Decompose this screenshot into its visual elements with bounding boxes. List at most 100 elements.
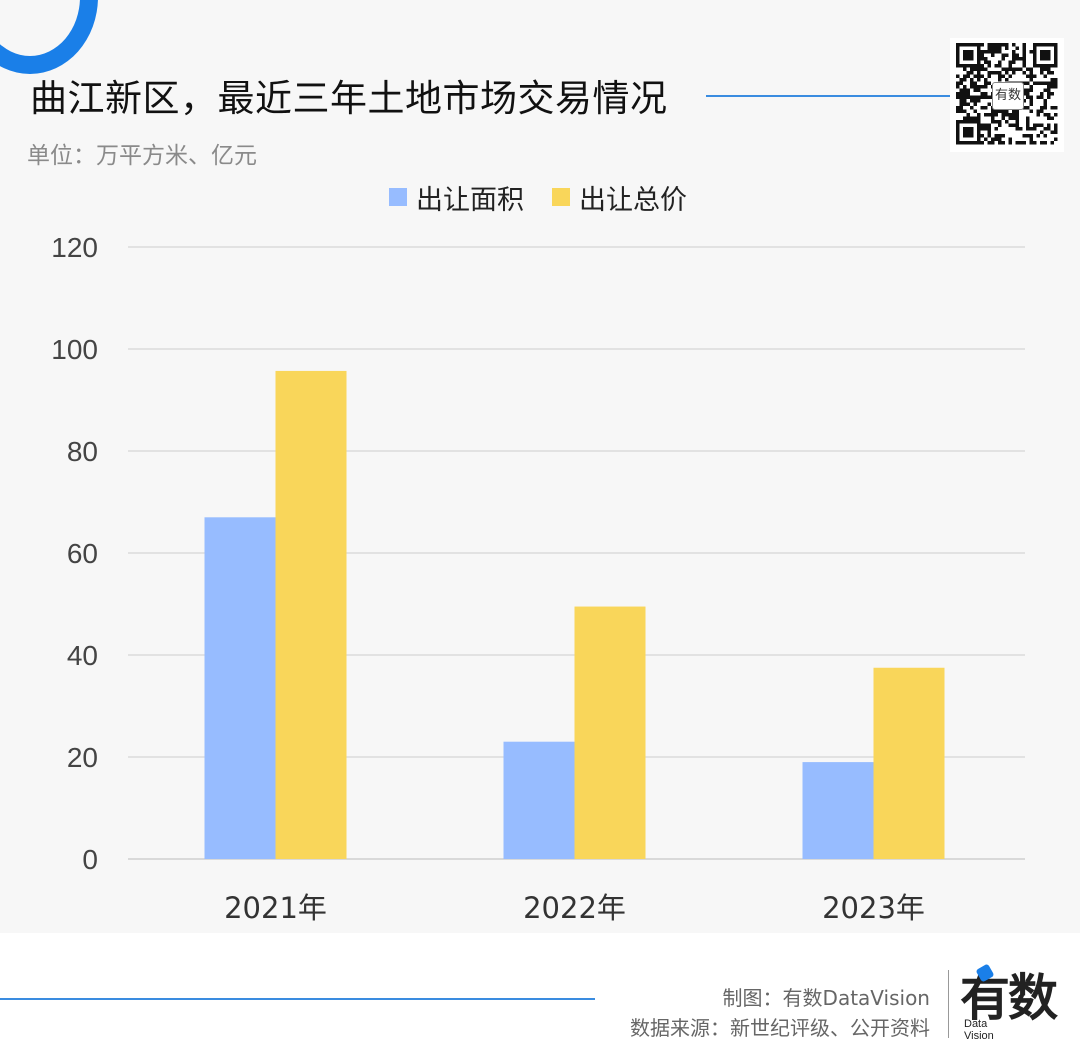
qr-module xyxy=(977,50,981,54)
qr-module xyxy=(991,46,995,50)
qr-module xyxy=(1001,57,1005,61)
qr-module xyxy=(987,60,991,64)
qr-module xyxy=(973,102,977,106)
qr-module xyxy=(1015,53,1019,57)
qr-module xyxy=(963,116,967,120)
qr-module xyxy=(1029,50,1033,54)
qr-module xyxy=(1054,137,1058,141)
qr-module xyxy=(1015,120,1019,124)
y-tick-label: 80 xyxy=(67,436,98,467)
qr-module xyxy=(959,43,963,47)
qr-module xyxy=(1026,120,1030,124)
qr-module xyxy=(977,137,981,141)
qr-module xyxy=(977,95,981,99)
qr-module xyxy=(956,60,960,64)
qr-module xyxy=(956,120,960,124)
bar-price xyxy=(873,667,945,859)
qr-module xyxy=(963,57,967,61)
qr-module xyxy=(1008,141,1012,145)
qr-module xyxy=(956,64,960,68)
qr-module xyxy=(966,50,970,54)
qr-module xyxy=(1043,88,1047,92)
bar-area xyxy=(503,741,575,859)
qr-module xyxy=(987,113,991,117)
qr-module xyxy=(977,43,981,47)
qr-module xyxy=(1047,43,1051,47)
qr-module xyxy=(998,46,1002,50)
qr-module xyxy=(970,53,974,57)
qr-module xyxy=(1005,53,1009,57)
qr-module xyxy=(980,85,984,89)
qr-module xyxy=(1040,53,1044,57)
qr-module xyxy=(1019,57,1023,61)
qr-module xyxy=(1047,127,1051,131)
qr-module xyxy=(1026,123,1030,127)
qr-module xyxy=(973,88,977,92)
qr-module xyxy=(1001,141,1005,145)
qr-module xyxy=(980,95,984,99)
qr-module xyxy=(980,127,984,131)
qr-module xyxy=(1005,46,1009,50)
qr-module xyxy=(984,95,988,99)
qr-module xyxy=(970,127,974,131)
qr-module xyxy=(973,85,977,89)
qr-module xyxy=(998,141,1002,145)
qr-module xyxy=(1040,57,1044,61)
qr-module xyxy=(1008,67,1012,71)
qr-module xyxy=(980,50,984,54)
qr-module xyxy=(970,85,974,89)
qr-module xyxy=(980,92,984,96)
qr-module xyxy=(1054,81,1058,85)
qr-module xyxy=(1033,74,1037,78)
qr-module xyxy=(973,120,977,124)
qr-module xyxy=(963,127,967,131)
logo-sub-vision: Vision xyxy=(964,1030,994,1042)
qr-module xyxy=(977,88,981,92)
qr-module xyxy=(1029,102,1033,106)
qr-module xyxy=(977,74,981,78)
qr-module xyxy=(973,43,977,47)
qr-module xyxy=(987,81,991,85)
qr-module xyxy=(1050,106,1054,110)
qr-module xyxy=(1043,64,1047,68)
qr-module xyxy=(1047,85,1051,89)
qr-module xyxy=(1050,130,1054,134)
qr-code[interactable]: 有数 xyxy=(950,38,1064,152)
qr-module xyxy=(1054,46,1058,50)
qr-module xyxy=(1012,109,1016,113)
qr-module xyxy=(956,74,960,78)
qr-module xyxy=(1001,113,1005,117)
qr-module xyxy=(980,74,984,78)
qr-module xyxy=(1012,53,1016,57)
qr-module xyxy=(973,141,977,145)
qr-module xyxy=(966,71,970,75)
qr-module xyxy=(1001,67,1005,71)
qr-module xyxy=(1050,78,1054,82)
y-tick-label: 100 xyxy=(51,334,98,365)
qr-module xyxy=(980,53,984,57)
qr-module xyxy=(1054,53,1058,57)
qr-module xyxy=(998,43,1002,47)
qr-module xyxy=(1005,71,1009,75)
qr-module xyxy=(984,81,988,85)
qr-module xyxy=(977,120,981,124)
qr-module xyxy=(991,120,995,124)
qr-module xyxy=(1054,60,1058,64)
qr-module xyxy=(1047,57,1051,61)
qr-module xyxy=(1022,81,1026,85)
qr-module xyxy=(1033,46,1037,50)
qr-module xyxy=(1040,109,1044,113)
qr-module xyxy=(1054,78,1058,82)
logo-sub-data: Data xyxy=(964,1018,988,1030)
qr-module xyxy=(1050,141,1054,145)
qr-module xyxy=(1029,85,1033,89)
qr-module xyxy=(1050,116,1054,120)
qr-module xyxy=(1033,64,1037,68)
qr-module xyxy=(1012,43,1016,47)
qr-module xyxy=(959,106,963,110)
qr-module xyxy=(998,64,1002,68)
qr-module xyxy=(1043,74,1047,78)
qr-module xyxy=(963,130,967,134)
qr-module xyxy=(984,106,988,110)
qr-module xyxy=(963,109,967,113)
